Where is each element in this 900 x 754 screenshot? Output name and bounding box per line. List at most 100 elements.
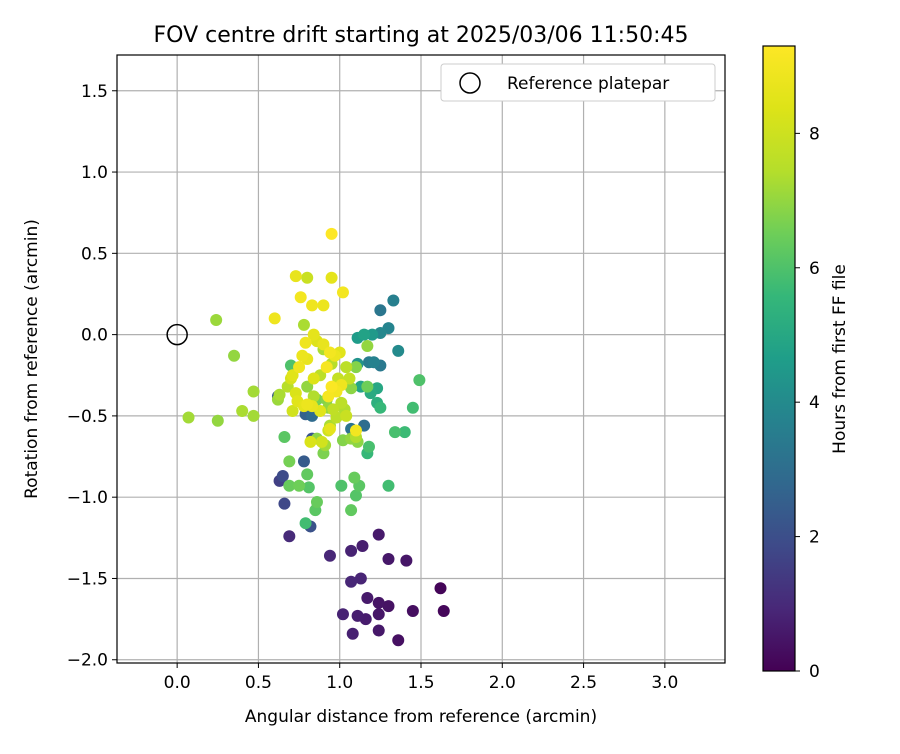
y-tick-label: −0.5 <box>67 407 108 427</box>
data-point <box>335 396 348 409</box>
legend-box <box>440 63 716 102</box>
data-point <box>320 361 333 374</box>
data-point <box>372 528 385 541</box>
data-point <box>283 455 296 468</box>
data-point <box>293 361 306 374</box>
data-point <box>437 604 450 617</box>
data-point <box>367 356 380 369</box>
data-point <box>374 401 387 414</box>
data-point <box>349 424 362 437</box>
data-point <box>361 591 374 604</box>
y-tick-label: 0.5 <box>81 244 108 264</box>
data-point <box>247 409 260 422</box>
data-point <box>247 385 260 398</box>
colorbar-tick-label: 0 <box>809 662 820 682</box>
data-point <box>286 369 299 382</box>
data-point <box>335 479 348 492</box>
data-point <box>325 227 338 240</box>
data-point <box>374 304 387 317</box>
colorbar-tick-label: 2 <box>809 528 820 548</box>
data-point <box>382 552 395 565</box>
data-point <box>278 497 291 510</box>
data-point <box>362 440 375 453</box>
x-tick-label: 2.5 <box>570 673 597 693</box>
reference-marker <box>166 323 188 346</box>
data-point <box>340 409 353 422</box>
colorbar-tick-label: 6 <box>809 259 820 279</box>
data-point <box>327 403 340 416</box>
x-axis-ticks: 0.0 0.5 1.0 1.5 2.0 2.5 3.0 <box>164 663 678 693</box>
data-point <box>276 470 289 483</box>
data-point <box>336 286 349 299</box>
x-tick-label: 1.0 <box>326 673 353 693</box>
data-point <box>400 554 413 567</box>
data-point <box>382 600 395 613</box>
data-point <box>356 539 369 552</box>
y-tick-label: −1.5 <box>67 569 108 589</box>
x-tick-label: 3.0 <box>651 673 678 693</box>
x-tick-label: 0.0 <box>164 673 191 693</box>
data-point <box>361 380 374 393</box>
y-axis-ticks: −2.0 −1.5 −1.0 −0.5 0.0 0.5 1.0 1.5 <box>67 82 117 671</box>
data-point <box>372 624 385 637</box>
data-point <box>297 455 310 468</box>
x-tick-label: 2.0 <box>489 673 516 693</box>
data-point <box>349 361 362 374</box>
y-tick-label: 1.0 <box>81 163 108 183</box>
data-point <box>413 374 426 387</box>
plot-frame <box>116 54 726 664</box>
data-point <box>392 634 405 647</box>
y-tick-label: 0.0 <box>81 326 108 346</box>
y-axis-label: Rotation from reference (arcmin) <box>22 219 42 499</box>
data-point <box>299 336 312 349</box>
data-point <box>348 471 361 484</box>
data-point <box>301 468 314 481</box>
data-point <box>289 270 302 283</box>
data-point <box>307 372 320 385</box>
data-point <box>273 388 286 401</box>
colorbar-tick-label: 4 <box>809 393 820 413</box>
data-point <box>323 346 336 359</box>
data-point <box>406 401 419 414</box>
data-point <box>307 390 320 403</box>
data-point <box>345 575 358 588</box>
data-point <box>372 596 385 609</box>
data-point <box>346 627 359 640</box>
data-point <box>382 479 395 492</box>
data-point <box>387 294 400 307</box>
data-points <box>182 227 450 647</box>
data-point <box>322 390 335 403</box>
data-point <box>278 431 291 444</box>
data-point <box>345 382 358 395</box>
data-point <box>317 338 330 351</box>
data-point <box>297 318 310 331</box>
data-point <box>283 479 296 492</box>
data-point <box>283 530 296 543</box>
colorbar-ticks: 0 2 4 6 8 <box>795 124 820 682</box>
legend: Reference platepar <box>440 63 716 102</box>
data-point <box>301 380 314 393</box>
data-point <box>323 422 336 435</box>
data-point <box>301 398 314 411</box>
data-point <box>286 405 299 418</box>
legend-marker-icon <box>459 72 481 94</box>
y-tick-label: 1.5 <box>81 82 108 102</box>
data-point <box>325 380 338 393</box>
data-point <box>392 344 405 357</box>
x-tick-label: 0.5 <box>245 673 272 693</box>
colorbar-label: Hours from first FF file <box>830 264 850 454</box>
data-point <box>325 271 338 284</box>
data-point <box>345 544 358 557</box>
legend-entry: Reference platepar <box>507 74 669 94</box>
data-point <box>294 291 307 304</box>
x-axis-label: Angular distance from reference (arcmin) <box>245 707 597 727</box>
data-point <box>349 489 362 502</box>
data-point <box>304 435 317 448</box>
y-tick-label: −1.0 <box>67 488 108 508</box>
data-point <box>343 372 356 385</box>
data-point <box>301 271 314 284</box>
data-point <box>434 582 447 595</box>
data-point <box>398 426 411 439</box>
